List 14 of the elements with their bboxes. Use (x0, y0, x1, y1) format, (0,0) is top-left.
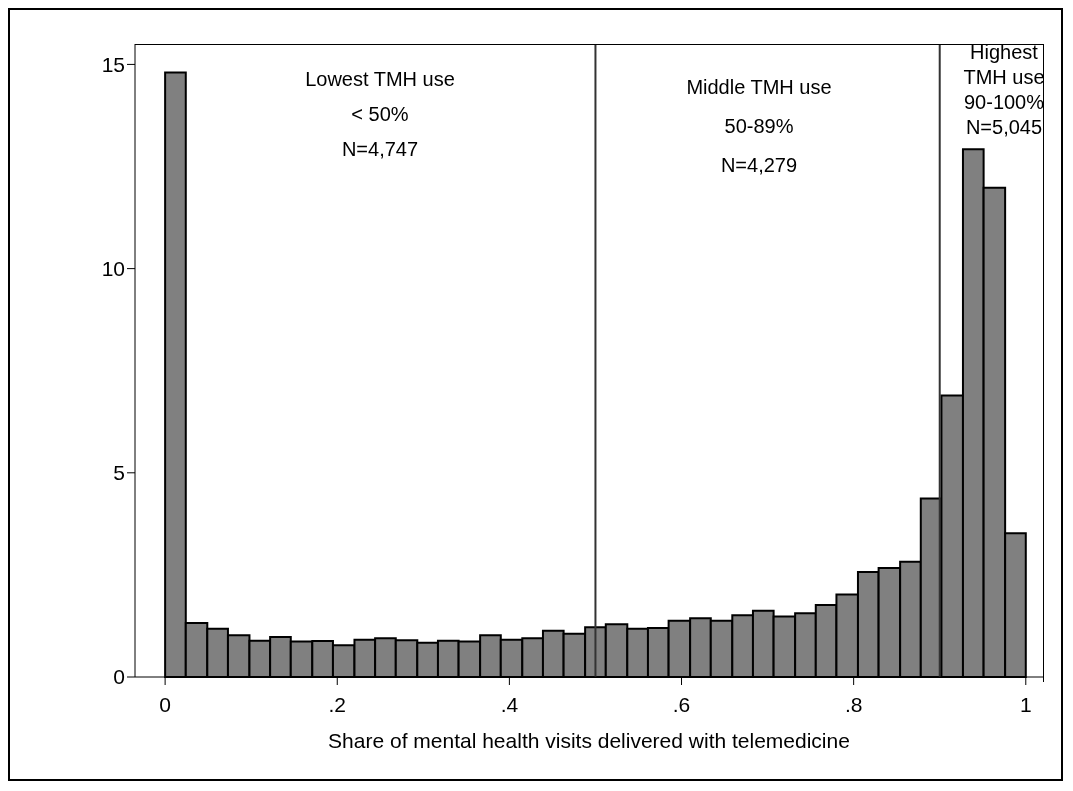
x-tick-label: 0 (159, 692, 171, 716)
y-tick-label: 0 (113, 665, 125, 689)
x-tick-label: .8 (844, 692, 863, 716)
x-tick-label: .6 (672, 692, 691, 716)
annotation: Middle TMH use 50-89% N=4,279 (685, 75, 833, 178)
annotation: Highest TMH use 90-100% N=5,045 (962, 40, 1046, 140)
x-tick-label: .2 (328, 692, 347, 716)
y-tick-label: 10 (101, 257, 125, 281)
x-tick-label: 1 (1019, 692, 1032, 716)
x-axis-title: Share of mental health visits delivered with telemedicine (328, 728, 850, 752)
y-tick-label: 15 (101, 52, 125, 76)
y-tick-label: 5 (113, 461, 125, 485)
x-tick-label: .4 (500, 692, 519, 716)
annotation: Lowest TMH use < 50% N=4,747 (304, 67, 456, 162)
